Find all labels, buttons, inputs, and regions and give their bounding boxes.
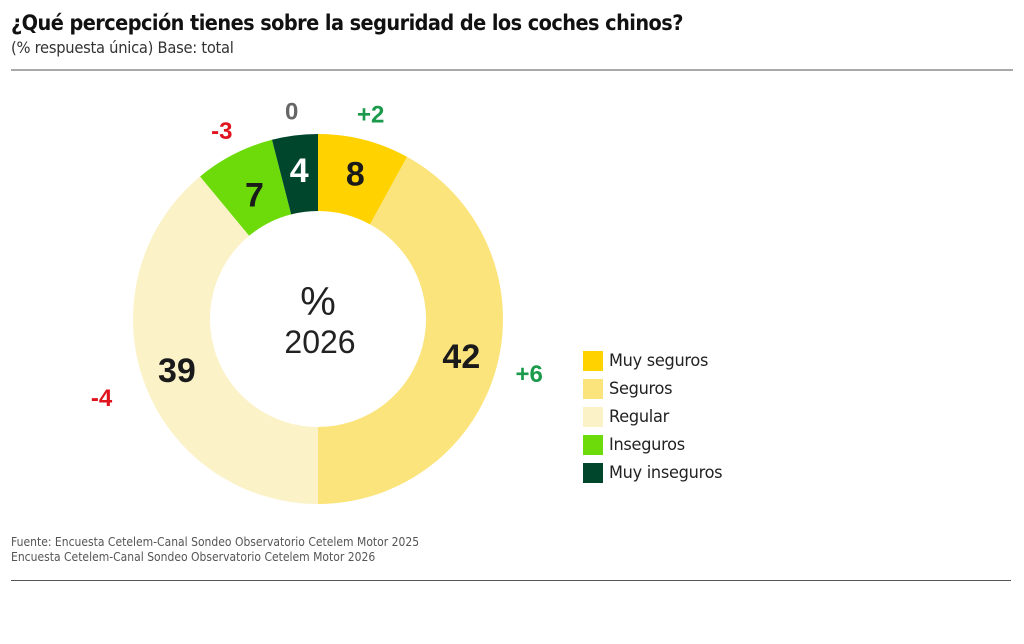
change-label: +6 — [515, 361, 542, 388]
donut-slice-regular — [133, 176, 318, 504]
legend-item-muy-seguros: Muy seguros — [583, 347, 728, 375]
legend-swatch — [583, 379, 603, 399]
value-label: 7 — [245, 176, 264, 214]
value-label: 8 — [346, 156, 365, 194]
change-label: 0 — [285, 99, 298, 126]
legend-swatch — [583, 351, 603, 371]
change-label: -3 — [211, 118, 232, 145]
change-label: +2 — [357, 102, 384, 129]
legend-label: Inseguros — [609, 435, 685, 455]
donut-slices — [133, 134, 504, 505]
source-note: Fuente: Encuesta Cetelem-Canal Sondeo Ob… — [11, 535, 419, 565]
source-line-1: Fuente: Encuesta Cetelem-Canal Sondeo Ob… — [11, 535, 420, 549]
legend-item-inseguros: Inseguros — [583, 431, 728, 459]
value-label: 4 — [290, 152, 309, 190]
center-year-label: 2026 — [284, 324, 355, 360]
change-labels: +2 +6 -4 -3 0 — [91, 99, 543, 412]
legend-item-muy-inseguros: Muy inseguros — [583, 459, 728, 487]
top-divider — [11, 69, 1013, 71]
center-unit-label: % — [300, 280, 336, 324]
legend-label: Muy inseguros — [609, 463, 723, 483]
legend-item-regular: Regular — [583, 403, 728, 431]
legend-label: Seguros — [609, 379, 673, 399]
value-label: 42 — [442, 338, 480, 376]
legend-label: Regular — [609, 407, 669, 427]
donut-slice-muy-inseguros — [271, 134, 318, 215]
chart-title: ¿Qué percepción tienes sobre la segurida… — [11, 11, 683, 35]
bottom-divider — [11, 580, 1011, 581]
legend-swatch — [583, 407, 603, 427]
change-label: -4 — [91, 385, 113, 412]
value-label: 39 — [158, 352, 196, 390]
legend-swatch — [583, 435, 603, 455]
legend-item-seguros: Seguros — [583, 375, 728, 403]
donut-slice-muy-seguros — [318, 134, 408, 225]
chart-subtitle: (% respuesta única) Base: total — [11, 38, 234, 57]
donut-slice-inseguros — [200, 139, 292, 236]
donut-slice-seguros — [318, 156, 504, 505]
value-labels: 8 42 39 74 — [158, 152, 480, 390]
legend-label: Muy seguros — [609, 351, 709, 371]
legend-swatch — [583, 463, 603, 483]
legend: Muy seguros Seguros Regular Inseguros Mu… — [583, 347, 728, 487]
source-line-2: Encuesta Cetelem-Canal Sondeo Observator… — [11, 550, 376, 564]
